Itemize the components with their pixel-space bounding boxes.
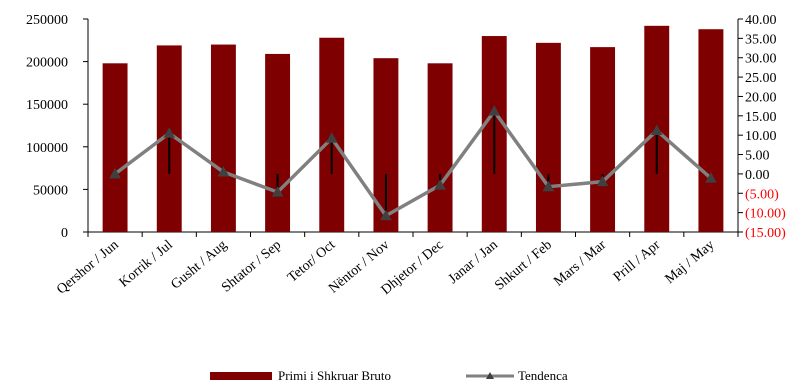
y-right-tick-label: (5.00) [745,187,779,202]
y-left-tick-label: 200000 [26,56,68,71]
x-tick-label: Shtator / Sep [219,238,284,296]
y-left-tick-label: 100000 [26,141,68,156]
trend-marker [488,105,501,116]
y-right-tick-label: 30.00 [745,52,777,67]
y-right-tick-label: 35.00 [745,32,777,47]
y-right-tick-label: 20.00 [745,90,777,105]
legend-item-bar: Primi i Shkruar Bruto [210,368,391,384]
y-right-tick-label: 10.00 [745,129,777,144]
trend-line [114,108,713,219]
chart-svg: 0 50000 100000 150000 200000 250000 (15.00) (10… [26,13,786,298]
legend-bar-swatch [210,372,272,380]
legend-line-swatch [466,372,514,379]
bar [590,47,616,233]
y-right-tick-label: 40.00 [745,13,777,28]
x-tick-label: Prill / Apr [611,237,664,285]
x-tick-label: Mars / Mar [551,237,609,289]
trend-marker [163,127,176,138]
trend-marker [650,124,663,136]
x-tick-label: Qershor / Jun [54,238,121,298]
legend-item-line: Tendenca [466,368,568,384]
y-left-tick-label: 0 [61,226,68,241]
x-tick-label: Korrik / Jul [117,238,176,291]
trend-marker [217,165,230,177]
bar [265,53,291,232]
y-left-tick-label: 50000 [33,183,68,198]
y-right-tick-label: 25.00 [745,71,777,86]
y-right-tick-label: 0.00 [745,168,770,183]
y-right-tick-label: (15.00) [745,226,786,241]
bar [102,63,128,232]
legend: Primi i Shkruar Bruto Tendenca [0,365,808,385]
legend-bar-label: Primi i Shkruar Bruto [278,368,392,383]
y-right-tick-label: (10.00) [745,207,786,222]
trend-marker [109,167,121,179]
y-left-tick-label: 150000 [26,98,68,113]
trend-marker [705,172,717,183]
x-tick-label: Tetor/ Oct [285,238,338,286]
y-right-tick-label: 5.00 [745,149,770,164]
x-tick-label: Shkurt / Feb [492,238,555,294]
y-left-tick-label: 250000 [26,13,68,28]
trend-marker [596,175,609,187]
bar [210,44,236,233]
trend-marker [542,180,555,192]
legend-line-label: Tendenca [518,368,568,383]
trend-marker [434,179,446,190]
trend-marker [271,186,284,197]
trend-marker [380,209,392,221]
trend-marker [325,132,338,143]
x-tick-label: Maj / May [663,238,718,287]
bar [698,29,724,233]
bar [535,42,561,232]
bar [427,63,453,232]
y-right-tick-label: 15.00 [745,110,777,125]
x-tick-label: Janar / Jan [446,238,501,287]
